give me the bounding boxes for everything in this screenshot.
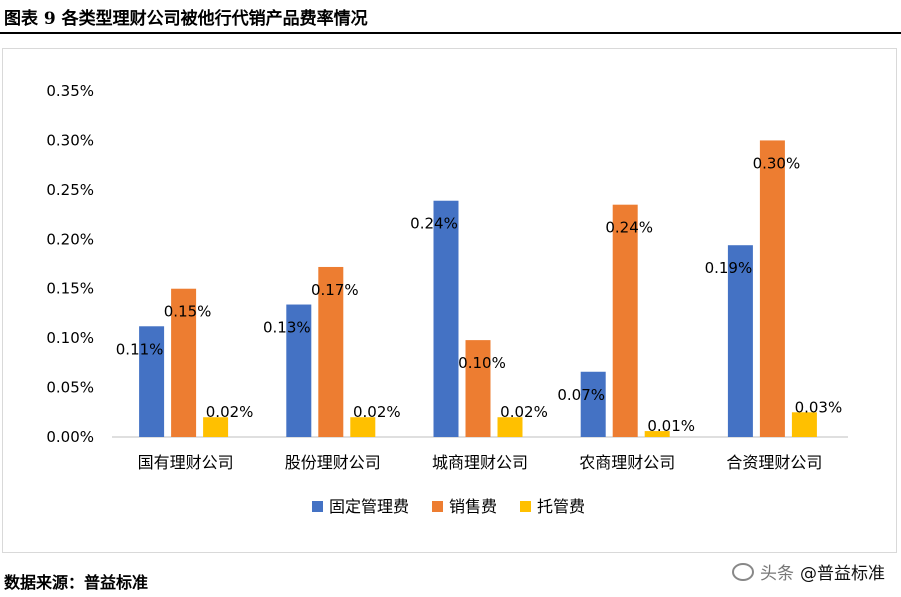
data-source-note: 数据来源：普益标准 bbox=[4, 573, 149, 592]
watermark-author: @普益标准 bbox=[800, 564, 885, 584]
x-tick-label: 城商理财公司 bbox=[432, 453, 528, 472]
y-tick-label: 0.35% bbox=[46, 82, 94, 100]
data-label: 0.24% bbox=[605, 219, 653, 237]
bar-chart: 0.00% 0.05% 0.10% 0.15% 0.20% 0.25% 0.30% 0.35%… bbox=[46, 82, 848, 516]
y-tick-label: 0.15% bbox=[46, 280, 94, 298]
bar-托管费-国有理财公司 bbox=[203, 417, 229, 437]
x-tick-label: 股份理财公司 bbox=[285, 453, 381, 472]
title-divider bbox=[0, 32, 901, 34]
data-label: 0.07% bbox=[557, 386, 605, 404]
y-tick-label: 0.20% bbox=[46, 230, 94, 248]
legend-label: 托管费 bbox=[537, 497, 585, 516]
bar-固定管理费-城商理财公司 bbox=[433, 200, 459, 437]
data-label: 0.02% bbox=[500, 403, 548, 421]
legend-swatch bbox=[520, 501, 531, 512]
bar-销售费-国有理财公司 bbox=[171, 288, 197, 437]
y-tick-label: 0.25% bbox=[46, 181, 94, 199]
bar-托管费-城商理财公司 bbox=[497, 417, 523, 437]
data-label: 0.02% bbox=[353, 403, 401, 421]
bar-销售费-合资理财公司 bbox=[759, 140, 785, 437]
chart-title: 图表 9 各类型理财公司被他行代销产品费率情况 bbox=[4, 9, 368, 29]
x-tick-label: 农商理财公司 bbox=[579, 453, 675, 472]
bar-托管费-股份理财公司 bbox=[350, 417, 376, 437]
wechat-icon bbox=[732, 562, 754, 581]
legend-swatch bbox=[432, 501, 443, 512]
data-label: 0.19% bbox=[705, 259, 753, 277]
x-tick-label: 国有理财公司 bbox=[138, 453, 234, 472]
y-tick-label: 0.00% bbox=[46, 428, 94, 446]
legend-swatch bbox=[312, 501, 323, 512]
data-label: 0.24% bbox=[410, 215, 458, 233]
data-label: 0.11% bbox=[116, 340, 164, 358]
legend-label: 固定管理费 bbox=[329, 497, 409, 516]
bar-固定管理费-股份理财公司 bbox=[286, 304, 312, 437]
watermark-prefix: 头条 bbox=[760, 564, 794, 584]
data-label: 0.13% bbox=[263, 319, 311, 337]
bar-固定管理费-农商理财公司 bbox=[580, 371, 606, 437]
bar-托管费-农商理财公司 bbox=[644, 431, 670, 437]
data-label: 0.10% bbox=[458, 354, 506, 372]
legend-label: 销售费 bbox=[449, 497, 497, 516]
bar-固定管理费-合资理财公司 bbox=[727, 245, 753, 437]
bar-销售费-农商理财公司 bbox=[612, 204, 638, 437]
x-tick-label: 合资理财公司 bbox=[726, 453, 822, 472]
bar-固定管理费-国有理财公司 bbox=[139, 326, 165, 437]
bar-托管费-合资理财公司 bbox=[791, 412, 817, 437]
watermark: 头条 @普益标准 bbox=[732, 559, 885, 584]
data-label: 0.15% bbox=[164, 303, 212, 321]
data-label: 0.02% bbox=[206, 403, 254, 421]
bar-销售费-股份理财公司 bbox=[318, 266, 344, 437]
data-label: 0.01% bbox=[647, 417, 695, 435]
bar-销售费-城商理财公司 bbox=[465, 340, 491, 437]
y-tick-label: 0.30% bbox=[46, 131, 94, 149]
data-label: 0.03% bbox=[795, 398, 843, 416]
y-tick-label: 0.10% bbox=[46, 329, 94, 347]
data-label: 0.17% bbox=[311, 281, 359, 299]
y-tick-label: 0.05% bbox=[46, 379, 94, 397]
data-label: 0.30% bbox=[753, 154, 801, 172]
